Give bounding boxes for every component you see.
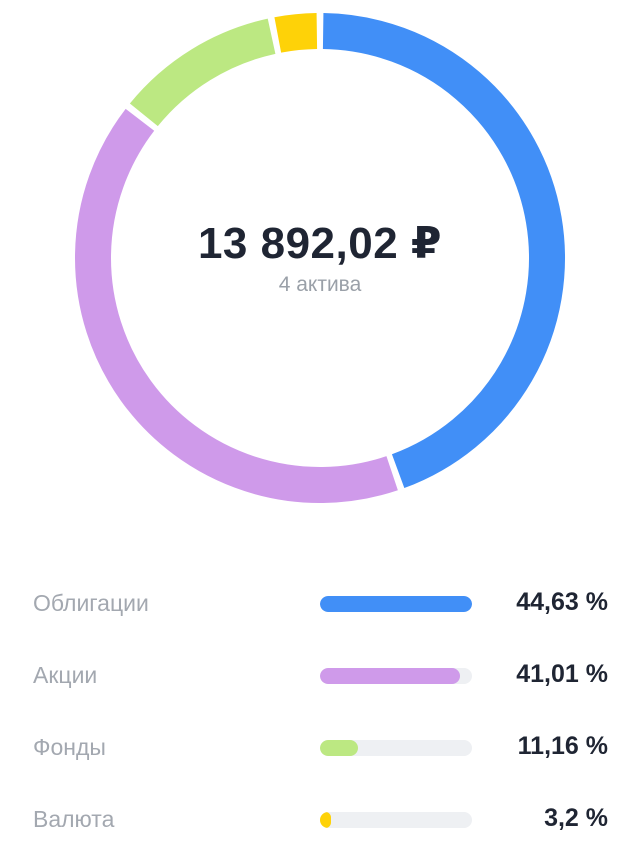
legend-row-stocks[interactable]: Акции 41,01 %	[0, 640, 640, 712]
legend-bar-track	[320, 596, 472, 612]
portfolio-total: 13 892,02 ₽	[197, 219, 443, 268]
legend-row-bonds[interactable]: Облигации 44,63 %	[0, 568, 640, 640]
legend-bar-track	[320, 812, 472, 828]
legend-label: Валюта	[33, 806, 115, 832]
legend-bar-fill	[320, 740, 358, 756]
asset-count: 4 актива	[278, 273, 362, 296]
allocation-legend: Облигации 44,63 % Акции 41,01 % Фонды 11…	[0, 568, 640, 852]
legend-value: 41,01 %	[516, 660, 608, 688]
legend-bar-fill	[320, 812, 331, 828]
donut-slice-bonds[interactable]	[322, 13, 565, 489]
legend-bar-track	[320, 668, 472, 684]
legend-value: 3,2 %	[544, 804, 608, 832]
legend-bar-track	[320, 740, 472, 756]
legend-label: Облигации	[33, 590, 149, 616]
legend-label: Акции	[33, 662, 98, 688]
donut-slice-stocks[interactable]	[75, 108, 398, 503]
legend-value: 44,63 %	[516, 588, 608, 616]
legend-label: Фонды	[33, 734, 106, 760]
donut-slice-currency[interactable]	[274, 13, 318, 53]
legend-value: 11,16 %	[517, 732, 608, 760]
legend-row-currency[interactable]: Валюта 3,2 %	[0, 784, 640, 852]
legend-bar-fill	[320, 596, 472, 612]
donut-svg	[75, 13, 565, 503]
legend-row-funds[interactable]: Фонды 11,16 %	[0, 712, 640, 784]
legend-bar-fill	[320, 668, 460, 684]
donut-slice-funds[interactable]	[129, 18, 276, 127]
donut-chart: 13 892,02 ₽ 4 актива	[75, 13, 565, 503]
